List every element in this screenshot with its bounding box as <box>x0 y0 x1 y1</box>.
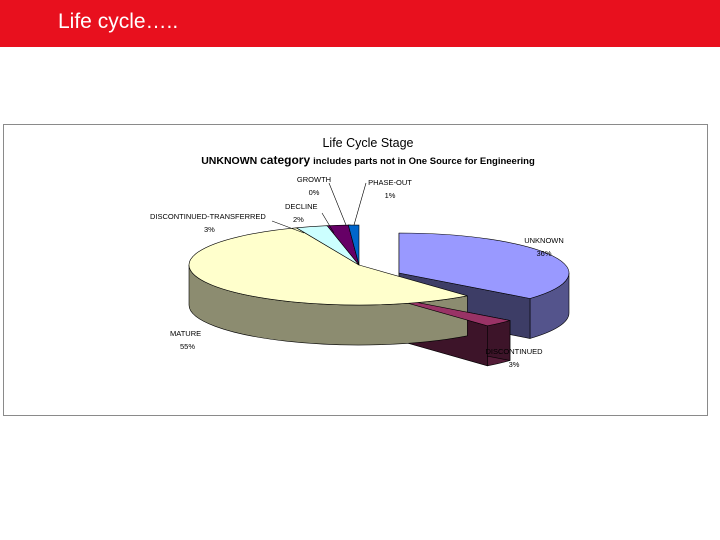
pie-slice <box>398 232 570 299</box>
slice-value: 2% <box>293 215 304 224</box>
chart-subtitle: UNKNOWN category includes parts not in O… <box>201 153 535 167</box>
leader-line <box>321 212 335 234</box>
slice-value: 3% <box>509 360 520 369</box>
slice-label: PHASE-OUT <box>368 178 412 187</box>
slice-value: 36% <box>536 249 551 258</box>
pie-slice <box>347 224 360 266</box>
slice-label: DECLINE <box>285 202 318 211</box>
slice-label: GROWTH <box>297 175 331 184</box>
slice-label: UNKNOWN <box>524 236 564 245</box>
chart-title: Life Cycle Stage <box>322 136 413 150</box>
chart-subtitle-part: UNKNOWN <box>201 155 257 167</box>
slice-value: 3% <box>204 225 215 234</box>
chart-frame: Life Cycle Stage UNKNOWN category includ… <box>3 124 708 416</box>
slice-value: 0% <box>309 188 320 197</box>
slice-value: 55% <box>180 342 195 351</box>
pie-slice <box>188 227 468 306</box>
pie-chart: Life Cycle Stage UNKNOWN category includ… <box>150 136 570 369</box>
leader-line <box>328 182 347 226</box>
slice-label: MATURE <box>170 329 201 338</box>
slide-title: Life cycle….. <box>58 10 179 33</box>
leader-line <box>271 220 305 234</box>
chart-subtitle-part: category <box>260 153 310 167</box>
chart-subtitle-part: includes parts not in One Source for Eng… <box>313 156 535 167</box>
pie-tops <box>188 224 570 327</box>
slice-label: DISCONTINUED <box>485 347 543 356</box>
slice-value: 1% <box>385 191 396 200</box>
slice-label: DISCONTINUED-TRANSFERRED <box>150 212 266 221</box>
leader-line <box>353 182 367 226</box>
pie-labels: UNKNOWN 36% DISCONTINUED 3% MATURE 55% DISCONT… <box>150 175 564 369</box>
slide-title-bar: Life cycle….. <box>0 0 720 47</box>
